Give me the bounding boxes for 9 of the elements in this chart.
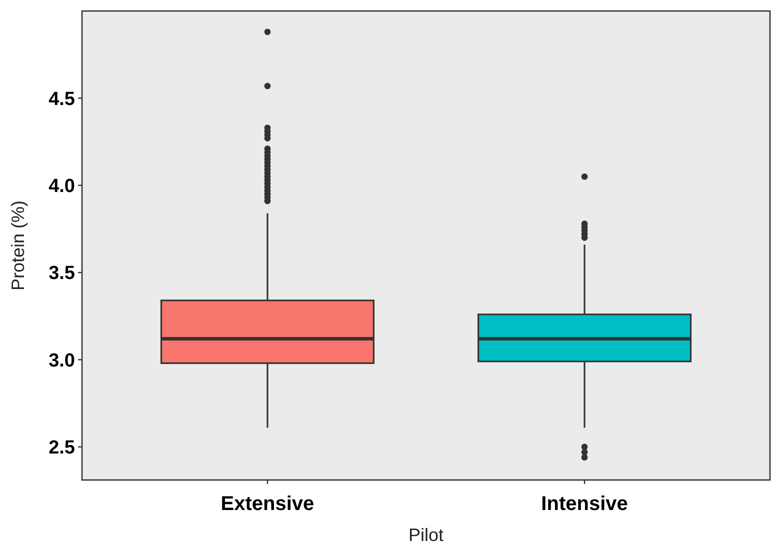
x-tick-label: Intensive	[541, 493, 628, 515]
x-axis-title: Pilot	[408, 525, 444, 545]
y-tick-label: 3.0	[48, 350, 75, 372]
y-tick-label: 4.5	[48, 88, 76, 110]
y-tick-label: 3.5	[48, 263, 76, 284]
x-tick-label: Extensive	[220, 493, 314, 515]
y-axis-title: Protein (%)	[8, 200, 28, 291]
y-tick-label: 4.0	[48, 176, 75, 197]
y-tick-label: 2.5	[48, 438, 76, 459]
